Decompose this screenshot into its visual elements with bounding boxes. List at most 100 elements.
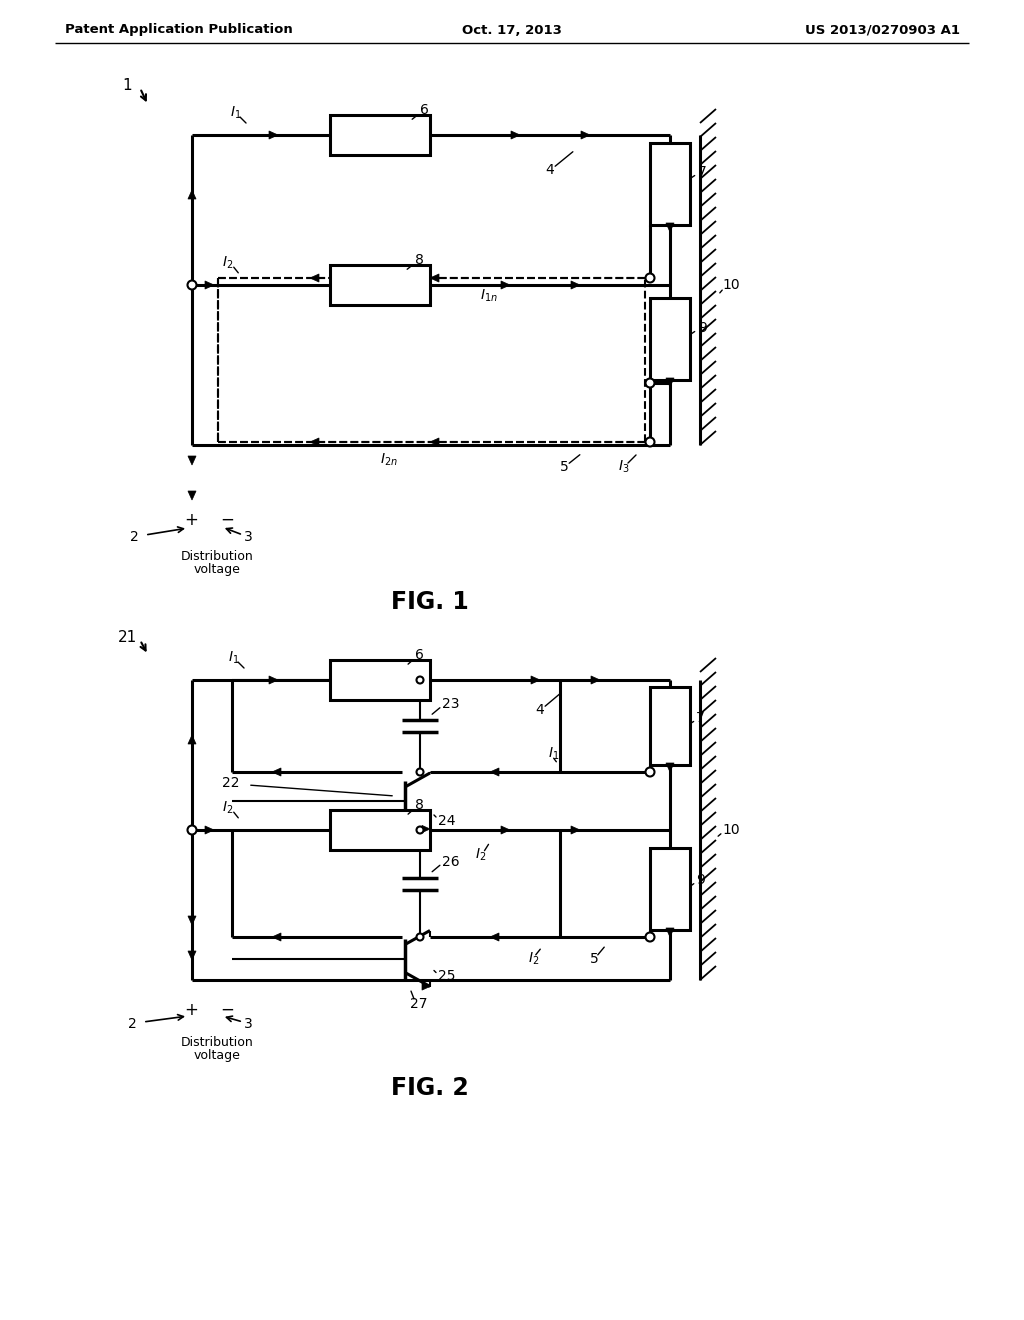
Polygon shape bbox=[581, 131, 590, 139]
Text: $I_{1n}$: $I_{1n}$ bbox=[480, 288, 498, 304]
Text: 23: 23 bbox=[442, 697, 460, 711]
Polygon shape bbox=[310, 275, 319, 282]
Polygon shape bbox=[272, 768, 281, 776]
Bar bbox=[330, 115, 430, 154]
Text: $I_2$: $I_2$ bbox=[528, 950, 540, 968]
Text: 3: 3 bbox=[244, 531, 253, 544]
Bar bbox=[330, 660, 430, 700]
Polygon shape bbox=[501, 826, 510, 834]
Bar bbox=[330, 265, 430, 305]
Text: 3: 3 bbox=[244, 1016, 253, 1031]
Text: Distribution: Distribution bbox=[180, 1035, 253, 1048]
Bar bbox=[650, 847, 690, 931]
Text: 9: 9 bbox=[696, 873, 705, 887]
Text: 7: 7 bbox=[696, 711, 705, 725]
Text: Patent Application Publication: Patent Application Publication bbox=[65, 24, 293, 37]
Polygon shape bbox=[571, 826, 580, 834]
Text: $I_1$: $I_1$ bbox=[230, 104, 242, 121]
Polygon shape bbox=[205, 826, 214, 834]
Text: Distribution: Distribution bbox=[180, 550, 253, 564]
Text: +: + bbox=[184, 511, 198, 529]
Polygon shape bbox=[188, 455, 196, 465]
Polygon shape bbox=[571, 281, 580, 289]
Text: 8: 8 bbox=[415, 799, 424, 812]
Polygon shape bbox=[666, 928, 674, 937]
Text: FIG. 1: FIG. 1 bbox=[391, 590, 469, 614]
Polygon shape bbox=[666, 223, 674, 232]
Text: 10: 10 bbox=[722, 822, 739, 837]
Circle shape bbox=[417, 768, 424, 776]
Text: 10: 10 bbox=[722, 279, 739, 292]
Circle shape bbox=[417, 676, 424, 684]
Bar bbox=[330, 810, 430, 850]
Polygon shape bbox=[269, 131, 278, 139]
Polygon shape bbox=[666, 763, 674, 772]
Polygon shape bbox=[188, 491, 196, 500]
Text: 6: 6 bbox=[415, 648, 424, 663]
Polygon shape bbox=[188, 950, 196, 960]
Polygon shape bbox=[430, 438, 439, 446]
Text: voltage: voltage bbox=[194, 1049, 241, 1063]
Text: $I_2$: $I_2$ bbox=[475, 847, 486, 863]
Text: 5: 5 bbox=[560, 459, 568, 474]
Bar bbox=[650, 143, 690, 224]
Polygon shape bbox=[205, 281, 214, 289]
Text: 2: 2 bbox=[130, 531, 138, 544]
Text: $I_2$: $I_2$ bbox=[222, 800, 233, 816]
Text: 8: 8 bbox=[415, 253, 424, 267]
Polygon shape bbox=[422, 825, 430, 833]
Text: 6: 6 bbox=[420, 103, 429, 117]
Polygon shape bbox=[531, 676, 540, 684]
Text: 26: 26 bbox=[442, 854, 460, 869]
Text: $I_3$: $I_3$ bbox=[618, 459, 630, 475]
Circle shape bbox=[645, 273, 654, 282]
Polygon shape bbox=[430, 275, 439, 282]
Text: 4: 4 bbox=[535, 704, 544, 717]
Polygon shape bbox=[188, 735, 196, 744]
Text: $I_{2n}$: $I_{2n}$ bbox=[380, 451, 397, 469]
Text: 22: 22 bbox=[222, 776, 240, 789]
Polygon shape bbox=[188, 916, 196, 925]
Polygon shape bbox=[666, 378, 674, 387]
Circle shape bbox=[187, 825, 197, 834]
Bar bbox=[650, 298, 690, 380]
Text: +: + bbox=[184, 1001, 198, 1019]
Text: 5: 5 bbox=[590, 952, 599, 966]
Circle shape bbox=[645, 379, 654, 388]
Circle shape bbox=[645, 437, 654, 446]
Polygon shape bbox=[490, 768, 499, 776]
Text: 4: 4 bbox=[545, 162, 554, 177]
Text: $I_1$: $I_1$ bbox=[228, 649, 240, 667]
Circle shape bbox=[417, 933, 424, 940]
Circle shape bbox=[417, 826, 424, 833]
Circle shape bbox=[187, 281, 197, 289]
Text: 27: 27 bbox=[410, 997, 427, 1011]
Text: 7: 7 bbox=[698, 165, 707, 180]
Text: 25: 25 bbox=[438, 969, 456, 983]
Text: 9: 9 bbox=[698, 321, 707, 335]
Text: −: − bbox=[220, 511, 233, 529]
Text: Oct. 17, 2013: Oct. 17, 2013 bbox=[462, 24, 562, 37]
Circle shape bbox=[645, 767, 654, 776]
Text: −: − bbox=[220, 1001, 233, 1019]
Polygon shape bbox=[422, 983, 430, 990]
Text: FIG. 2: FIG. 2 bbox=[391, 1076, 469, 1100]
Bar bbox=[650, 686, 690, 766]
Text: voltage: voltage bbox=[194, 564, 241, 577]
Polygon shape bbox=[591, 676, 600, 684]
Polygon shape bbox=[511, 131, 520, 139]
Polygon shape bbox=[501, 281, 510, 289]
Circle shape bbox=[645, 932, 654, 941]
Polygon shape bbox=[310, 438, 319, 446]
Text: 2: 2 bbox=[128, 1016, 137, 1031]
Text: US 2013/0270903 A1: US 2013/0270903 A1 bbox=[805, 24, 961, 37]
Polygon shape bbox=[272, 933, 281, 941]
Text: $I_1$: $I_1$ bbox=[548, 746, 559, 762]
Polygon shape bbox=[490, 933, 499, 941]
Polygon shape bbox=[188, 190, 196, 199]
Polygon shape bbox=[269, 676, 278, 684]
Text: 24: 24 bbox=[438, 814, 456, 828]
Text: 21: 21 bbox=[118, 631, 137, 645]
Text: 1: 1 bbox=[122, 78, 132, 92]
Text: $I_2$: $I_2$ bbox=[222, 255, 233, 271]
